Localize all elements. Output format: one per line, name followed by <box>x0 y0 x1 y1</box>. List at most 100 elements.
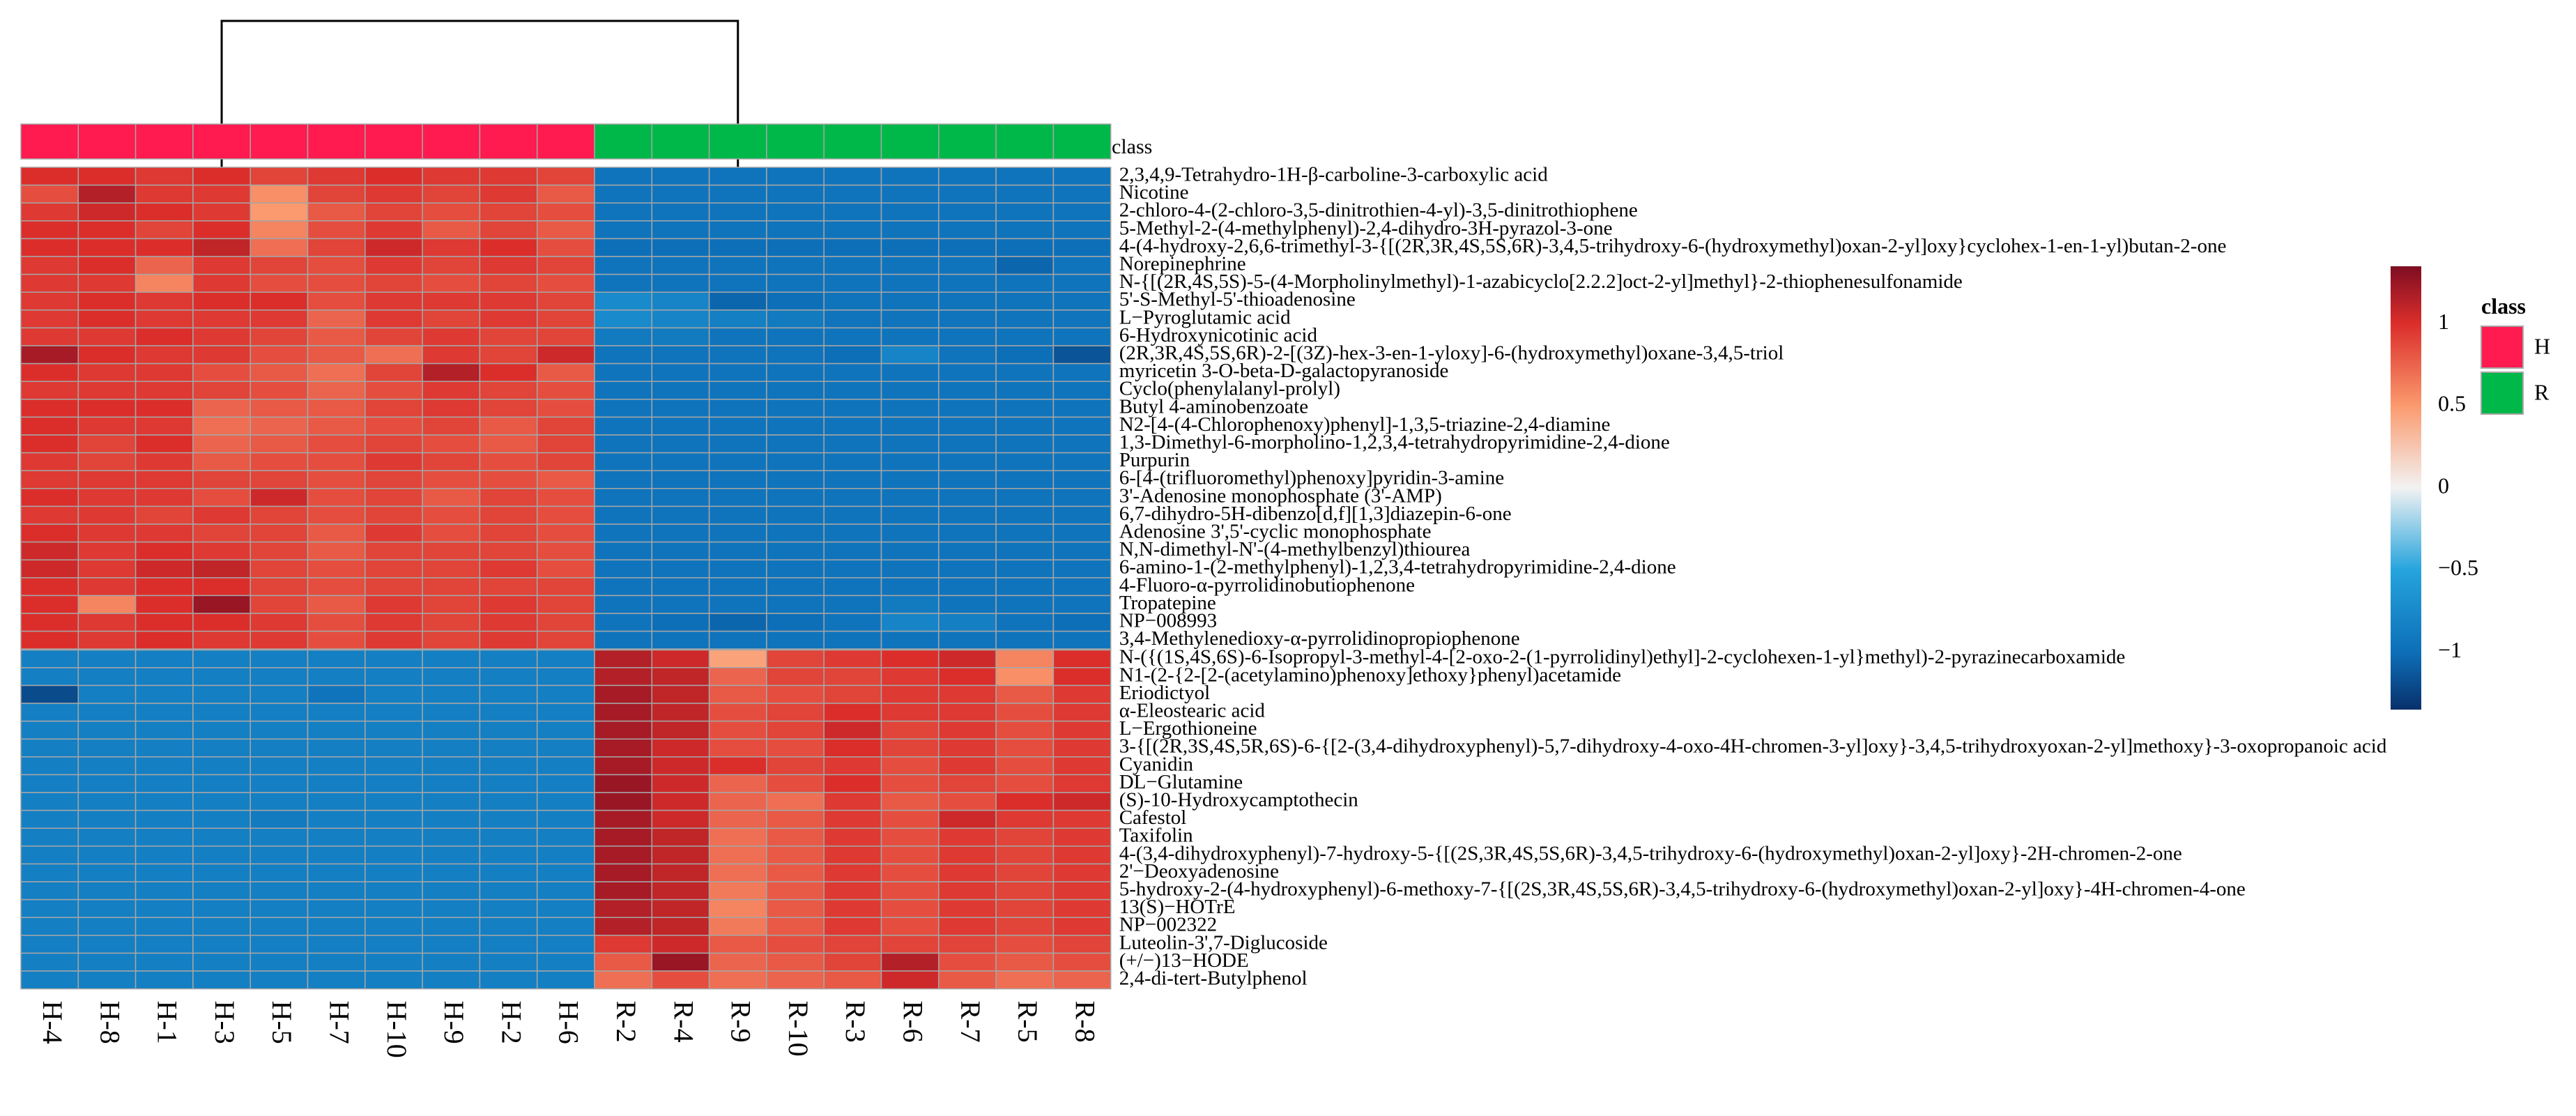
heatmap-cell <box>880 630 940 650</box>
heatmap-cell <box>651 863 710 882</box>
heatmap-cell <box>880 792 940 811</box>
heatmap-cell <box>307 238 366 257</box>
heatmap-cell <box>708 863 767 882</box>
heatmap-cell <box>995 792 1055 811</box>
heatmap-cell <box>651 167 710 186</box>
heatmap-cell <box>880 559 940 579</box>
heatmap-cell <box>1052 630 1112 650</box>
heatmap-cell <box>651 667 710 687</box>
heatmap-cell <box>307 577 366 597</box>
heatmap-cell <box>192 559 251 579</box>
heatmap-cell <box>479 559 538 579</box>
heatmap-cell <box>823 970 882 990</box>
heatmap-cell <box>651 952 710 972</box>
heatmap-cell <box>307 399 366 418</box>
heatmap-cell <box>708 505 767 525</box>
heatmap-cell <box>536 846 595 865</box>
heatmap-cell <box>250 167 309 186</box>
heatmap-cell <box>20 970 79 990</box>
heatmap-cell <box>77 577 137 597</box>
heatmap-cell <box>192 703 251 722</box>
heatmap-cell <box>938 649 997 668</box>
heatmap-cell <box>938 309 997 329</box>
heatmap-cell <box>422 488 481 507</box>
heatmap-cell <box>651 184 710 204</box>
row-label: N,N-dimethyl-N'-(4-methylbenzyl)thiourea <box>1119 538 1471 560</box>
heatmap-cell <box>651 291 710 311</box>
heatmap-cell <box>708 970 767 990</box>
heatmap-cell <box>20 881 79 901</box>
heatmap-cell <box>880 416 940 436</box>
heatmap-cell <box>250 523 309 543</box>
heatmap-cell <box>365 863 423 882</box>
heatmap-cell <box>594 381 653 400</box>
heatmap-cell <box>708 399 767 418</box>
heatmap-cell <box>20 917 79 936</box>
heatmap-cell <box>135 685 194 704</box>
row-label: Butyl 4-aminobenzoate <box>1119 395 1308 418</box>
heatmap-cell <box>192 935 251 954</box>
heatmap-cell <box>422 970 481 990</box>
heatmap-cell <box>1052 756 1112 776</box>
heatmap-cell <box>192 809 251 829</box>
column-label: H-5 <box>266 1001 298 1044</box>
heatmap-cell <box>766 720 825 740</box>
heatmap-cell <box>594 809 653 829</box>
heatmap-cell <box>766 273 825 293</box>
heatmap-cell <box>192 488 251 507</box>
heatmap-cell <box>708 273 767 293</box>
row-label: 3-{[(2R,3S,4S,5R,6S)-6-{[2-(3,4-dihydrox… <box>1119 735 2387 758</box>
heatmap-cell <box>651 559 710 579</box>
heatmap-cell <box>766 846 825 865</box>
heatmap-cell <box>479 792 538 811</box>
heatmap-cell <box>307 202 366 222</box>
heatmap-cell <box>823 452 882 471</box>
heatmap-cell <box>307 452 366 471</box>
heatmap-cell <box>1052 720 1112 740</box>
heatmap-cell <box>307 846 366 865</box>
row-label: (+/−)13−HODE <box>1119 949 1249 972</box>
heatmap-cell <box>766 505 825 525</box>
heatmap-cell <box>766 613 825 632</box>
heatmap-cell <box>192 399 251 418</box>
heatmap-cell <box>766 291 825 311</box>
heatmap-cell <box>20 792 79 811</box>
heatmap-cell <box>365 327 423 346</box>
heatmap-cell <box>995 434 1055 454</box>
heatmap-cell <box>766 238 825 257</box>
heatmap-cell <box>708 434 767 454</box>
heatmap-cell <box>422 238 481 257</box>
heatmap-cell <box>995 649 1055 668</box>
heatmap-cell <box>365 291 423 311</box>
heatmap-cell <box>708 184 767 204</box>
heatmap-cell <box>192 630 251 650</box>
heatmap-cell <box>479 273 538 293</box>
heatmap-cell <box>307 881 366 901</box>
heatmap-cell <box>422 167 481 186</box>
heatmap-cell <box>995 381 1055 400</box>
row-label: NP−008993 <box>1119 609 1217 632</box>
heatmap-cell <box>766 881 825 901</box>
heatmap-cell <box>250 327 309 346</box>
heatmap-cell <box>708 809 767 829</box>
heatmap-cell <box>766 470 825 489</box>
heatmap-cell <box>135 952 194 972</box>
heatmap-cell <box>250 184 309 204</box>
heatmap-cell <box>536 220 595 240</box>
heatmap-cell <box>1052 595 1112 614</box>
heatmap-cell <box>766 703 825 722</box>
heatmap-cell <box>651 362 710 382</box>
heatmap-cell <box>880 309 940 329</box>
heatmap-cell <box>880 827 940 847</box>
heatmap-cell <box>20 846 79 865</box>
heatmap-cell <box>1052 184 1112 204</box>
heatmap-cell <box>651 416 710 436</box>
row-label: 2'−Deoxyadenosine <box>1119 860 1279 882</box>
heatmap-cell <box>250 792 309 811</box>
heatmap-cell <box>192 220 251 240</box>
heatmap-cell <box>938 703 997 722</box>
heatmap-cell <box>880 256 940 275</box>
heatmap-cell <box>651 505 710 525</box>
heatmap-cell <box>307 792 366 811</box>
heatmap-cell <box>708 452 767 471</box>
